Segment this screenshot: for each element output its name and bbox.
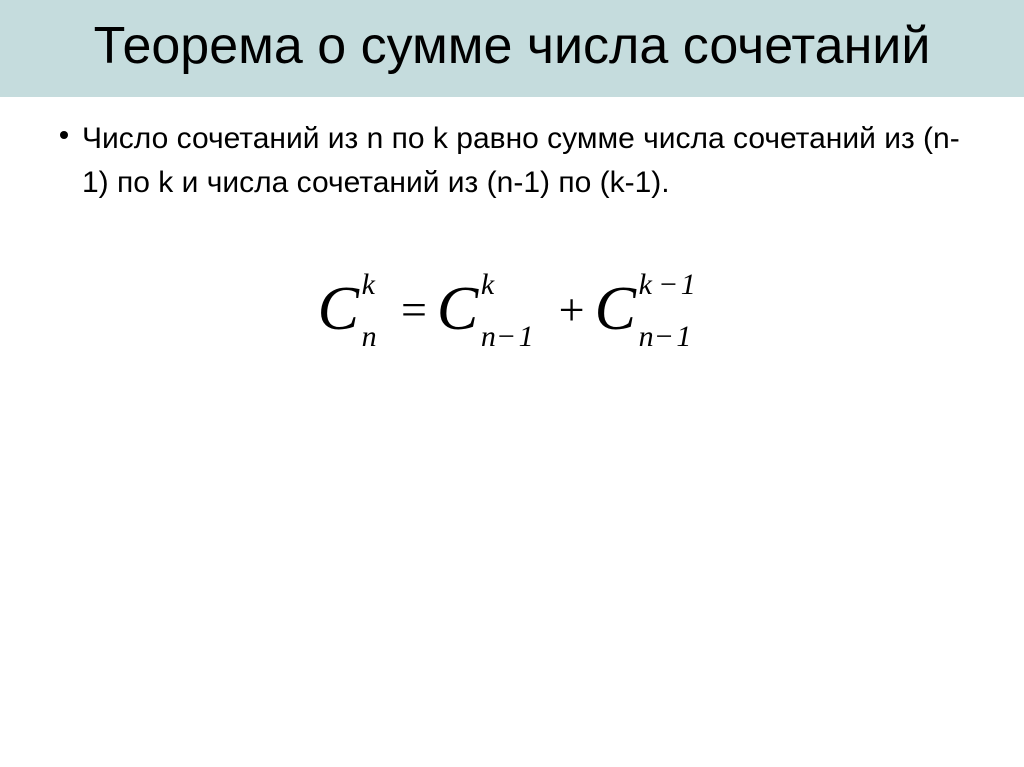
formula-container: C k n = C k n− 1 + C k − 1 n− 1 — [60, 274, 964, 345]
bullet-item: Число сочетаний из n по k равно сумме чи… — [60, 117, 964, 204]
formula-term-rhs-2: C k − 1 n− 1 — [595, 274, 707, 345]
formula-plus: + — [559, 283, 585, 336]
formula-sup: k — [481, 268, 494, 302]
formula: C k n = C k n− 1 + C k − 1 n− 1 — [318, 274, 707, 345]
formula-sup: k − 1 — [639, 268, 696, 302]
formula-sup: k — [362, 268, 375, 302]
formula-sub: n — [362, 320, 377, 354]
slide: Теорема о сумме числа сочетаний Число со… — [0, 0, 1024, 767]
bullet-dot-icon — [60, 131, 68, 139]
formula-sub: n− 1 — [639, 320, 692, 354]
formula-term-lhs: C k n — [318, 274, 391, 345]
body-area: Число сочетаний из n по k равно сумме чи… — [0, 97, 1024, 345]
slide-title: Теорема о сумме числа сочетаний — [40, 14, 984, 79]
formula-base: C — [318, 275, 359, 343]
formula-sub: n− 1 — [481, 320, 534, 354]
formula-base: C — [595, 275, 636, 343]
title-band: Теорема о сумме числа сочетаний — [0, 0, 1024, 97]
formula-term-rhs-1: C k n− 1 — [437, 274, 549, 345]
formula-base: C — [437, 275, 478, 343]
bullet-text: Число сочетаний из n по k равно сумме чи… — [82, 117, 964, 204]
formula-equals: = — [401, 283, 427, 336]
